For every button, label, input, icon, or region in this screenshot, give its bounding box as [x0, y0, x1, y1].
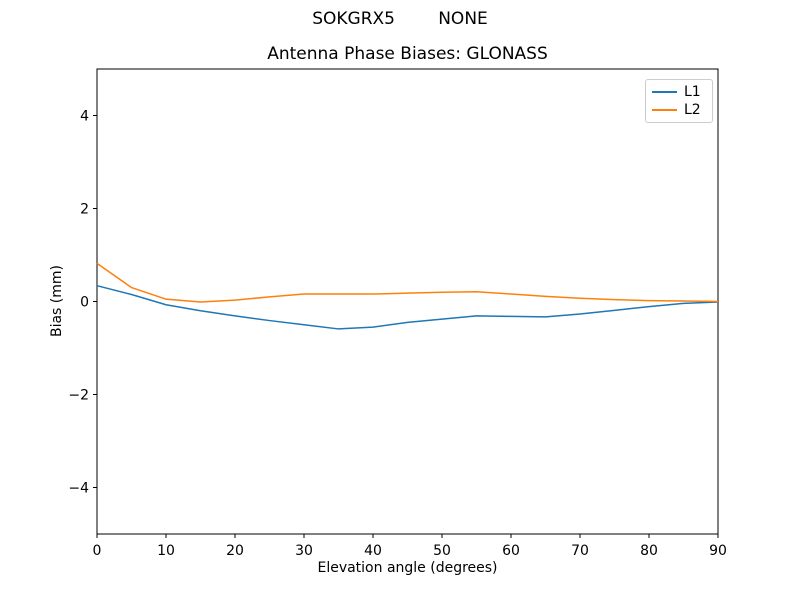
y-tick-label: 0 — [80, 295, 89, 311]
x-axis-label: Elevation angle (degrees) — [317, 560, 498, 576]
x-tick-label: 90 — [709, 543, 727, 559]
legend: L1 L2 — [645, 79, 713, 123]
legend-item-l1: L1 — [652, 83, 706, 101]
figure-suptitle: SOKGRX5 NONE — [312, 9, 488, 29]
legend-label-l2: L2 — [684, 102, 701, 118]
y-tick-label: −4 — [68, 481, 89, 497]
x-tick-label: 30 — [295, 543, 313, 559]
legend-item-l2: L2 — [652, 101, 706, 119]
x-tick-label: 50 — [433, 543, 451, 559]
x-tick-label: 40 — [364, 543, 382, 559]
y-axis-label: Bias (mm) — [49, 264, 65, 338]
x-tick-label: 0 — [93, 543, 102, 559]
y-tick-label: 4 — [80, 109, 89, 125]
series-line-l1 — [96, 284, 719, 330]
y-tick-label: 2 — [80, 202, 89, 218]
l2-line-swatch — [652, 109, 677, 111]
x-tick-label: 20 — [226, 543, 244, 559]
x-tick-label: 10 — [157, 543, 175, 559]
y-tick-label: −2 — [68, 388, 89, 404]
l1-line-swatch — [652, 91, 677, 93]
x-tick-label: 70 — [571, 543, 589, 559]
legend-label-l1: L1 — [684, 84, 701, 100]
x-tick-label: 60 — [502, 543, 520, 559]
series-line-l2 — [96, 262, 719, 303]
chart-title: Antenna Phase Biases: GLONASS — [267, 44, 548, 64]
x-tick-label: 80 — [640, 543, 658, 559]
